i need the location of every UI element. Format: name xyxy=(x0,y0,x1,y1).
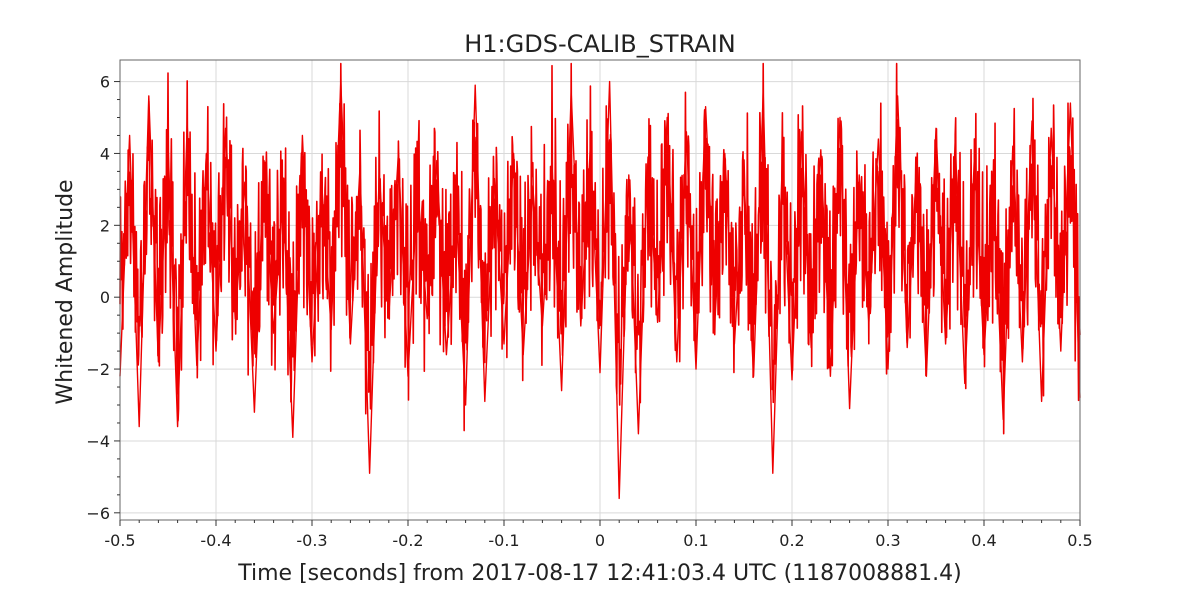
x-tick-label: 0.1 xyxy=(683,531,708,550)
x-tick-label: 0.4 xyxy=(971,531,996,550)
series-peak-line xyxy=(119,80,1081,500)
x-axis-label: Time [seconds] from 2017-08-17 12:41:03.… xyxy=(237,561,961,586)
x-tick-label: -0.2 xyxy=(392,531,423,550)
y-tick-label: 4 xyxy=(100,144,110,163)
x-tick-label: 0.5 xyxy=(1067,531,1092,550)
y-tick-label: −2 xyxy=(86,360,110,379)
series-layer xyxy=(119,62,1081,500)
y-tick-label: 0 xyxy=(100,288,110,307)
x-tick-label: 0.3 xyxy=(875,531,900,550)
y-tick-label: 6 xyxy=(100,73,110,92)
x-tick-label: -0.5 xyxy=(104,531,135,550)
series-line xyxy=(119,62,1081,435)
y-tick-label: −6 xyxy=(86,504,110,523)
x-tick-label: -0.3 xyxy=(296,531,327,550)
x-tick-label: -0.4 xyxy=(200,531,231,550)
x-tick-label: 0.2 xyxy=(779,531,804,550)
y-axis-label: Whitened Amplitude xyxy=(53,179,78,404)
y-tick-label: 2 xyxy=(100,216,110,235)
x-tick-label: -0.1 xyxy=(488,531,519,550)
x-tick-label: 0 xyxy=(595,531,605,550)
tick-layer: -0.5 -0.4 -0.3 -0.2 -0.1 0 0.1 0.2 0.3 0.4 0.5 −6 −4… xyxy=(86,73,1092,550)
y-tick-label: −4 xyxy=(86,432,110,451)
chart-title: H1:GDS-CALIB_STRAIN xyxy=(464,30,736,58)
